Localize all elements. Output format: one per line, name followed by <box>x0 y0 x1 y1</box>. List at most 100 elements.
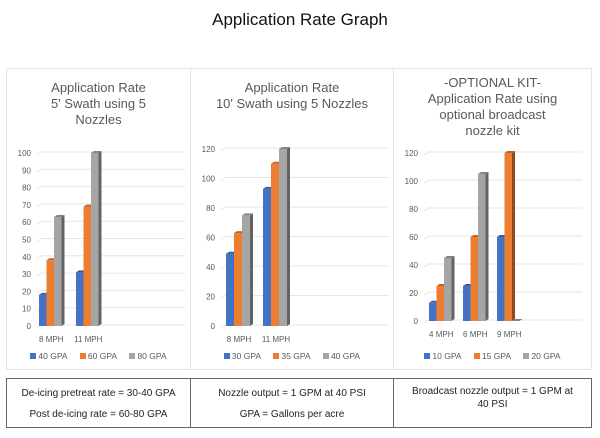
chart-title-line: Application Rate <box>51 80 146 95</box>
chart-title-line: Application Rate <box>244 80 340 95</box>
gridline-perspective <box>423 179 429 184</box>
legend-label: 10 GPA <box>432 351 462 361</box>
chart-title-line: nozzle kit <box>465 123 520 138</box>
bar-front <box>83 206 91 326</box>
chart-plot: 0 10 20 30 40 50 60 70 80 90 100 8 MPH 11 MPH <box>18 149 185 344</box>
bar-front <box>279 149 287 326</box>
x-tick-label: 11 MPH <box>262 335 291 344</box>
legend-swatch <box>129 353 136 359</box>
legend-swatch <box>473 353 480 359</box>
y-tick-label: 100 <box>405 177 419 186</box>
bar-front <box>470 237 478 321</box>
chart-legend: 40 GPA 60 GPA 80 GPA <box>7 351 190 361</box>
bar-front <box>76 272 84 326</box>
gridline-perspective <box>220 295 226 299</box>
bar-front <box>39 294 47 326</box>
note-line: Broadcast nozzle output = 1 GPM at <box>412 386 573 397</box>
bar-front <box>91 153 99 326</box>
legend-swatch <box>322 353 329 359</box>
bar-front <box>429 302 437 321</box>
bar-front <box>234 233 242 326</box>
legend-label: 80 GPA <box>137 351 167 361</box>
gridline-perspective <box>423 291 429 296</box>
y-tick-label: 80 <box>22 184 31 193</box>
y-tick-label: 60 <box>206 234 215 243</box>
bar-front <box>444 258 452 321</box>
legend-item: 60 GPA <box>79 351 118 361</box>
legend-swatch <box>223 353 230 359</box>
gridline-perspective <box>220 236 226 240</box>
bar-front <box>54 217 62 326</box>
chart-title: Application Rate 5' Swath using 5 Nozzle… <box>7 80 190 128</box>
x-tick-label: 6 MPH <box>463 330 488 339</box>
legend-item: 40 GPA <box>30 351 68 361</box>
chart-title-line: Nozzles <box>75 112 122 127</box>
note-line: 40 PSI <box>477 399 508 410</box>
bar <box>444 256 455 321</box>
legend-item: 80 GPA <box>129 351 167 361</box>
gridline-perspective <box>220 147 226 152</box>
note-line: De-icing pretreat rate = 30-40 GPA <box>21 388 176 399</box>
bar-front <box>463 286 471 321</box>
note-deicing-rates: De-icing pretreat rate = 30-40 GPA Post … <box>6 378 191 428</box>
bar-side <box>98 151 102 326</box>
bar-side <box>287 147 290 326</box>
bar <box>512 319 523 321</box>
chart-plot: 0 20 40 60 80 100 120 8 MPH 11 MPH <box>202 145 389 344</box>
legend-swatch <box>30 353 37 359</box>
chart-legend: 30 GPA 35 GPA 40 GPA <box>191 351 393 361</box>
bar-side <box>485 172 489 321</box>
legend-label: 60 GPA <box>87 351 118 361</box>
bar <box>478 172 489 321</box>
x-tick-label: 8 MPH <box>39 335 64 344</box>
bar-front <box>226 253 234 326</box>
bar-side <box>512 151 515 321</box>
y-tick-label: 90 <box>22 166 31 175</box>
y-tick-label: 80 <box>409 205 418 214</box>
gridline-perspective <box>423 235 429 240</box>
bar-top <box>242 213 253 216</box>
gridline-perspective <box>220 265 226 270</box>
legend-item: 10 GPA <box>424 351 462 361</box>
legend-label: 20 GPA <box>531 351 561 361</box>
bar-front <box>46 260 54 326</box>
chart-title-line: 10' Swath using 5 Nozzles <box>215 96 369 111</box>
bar-front <box>504 153 512 321</box>
bar-side <box>250 213 253 326</box>
gridline-perspective <box>220 206 226 211</box>
legend-swatch <box>424 353 431 359</box>
legend-label: 35 GPA <box>281 351 311 361</box>
y-tick-label: 80 <box>206 204 215 213</box>
gridline-perspective <box>220 324 226 329</box>
legend-label: 40 GPA <box>38 351 68 361</box>
legend-label: 30 GPA <box>231 351 262 361</box>
bar-top <box>478 172 489 174</box>
y-tick-label: 100 <box>202 175 216 184</box>
page-title: Application Rate Graph <box>212 10 388 29</box>
gridline-perspective <box>36 238 42 242</box>
legend-swatch <box>273 353 280 359</box>
bar-top <box>54 215 65 218</box>
y-tick-label: 0 <box>414 317 419 326</box>
note-broadcast-output: Broadcast nozzle output = 1 GPM at 40 PS… <box>393 378 592 428</box>
chart-panel-10ft-swath: Application Rate 10' Swath using 5 Nozzl… <box>190 68 394 370</box>
legend-item: 15 GPA <box>473 351 512 361</box>
gridline-perspective <box>423 151 429 156</box>
note-line: GPA = Gallons per acre <box>239 409 345 420</box>
x-tick-label: 4 MPH <box>429 330 454 339</box>
y-tick-label: 10 <box>22 305 31 314</box>
chart-title-line: 5' Swath using 5 <box>51 96 146 111</box>
y-tick-label: 40 <box>206 263 215 272</box>
bar <box>91 151 102 326</box>
bar-side <box>61 215 65 326</box>
bar <box>242 213 253 326</box>
y-tick-label: 60 <box>409 233 418 242</box>
y-tick-label: 20 <box>206 293 215 302</box>
x-tick-label: 9 MPH <box>497 330 522 339</box>
bar-front <box>242 215 250 326</box>
gridline-perspective <box>36 186 42 190</box>
y-tick-label: 120 <box>405 149 419 158</box>
legend-label: 40 GPA <box>330 351 361 361</box>
gridline-perspective <box>36 220 42 225</box>
legend-label: 15 GPA <box>481 351 512 361</box>
